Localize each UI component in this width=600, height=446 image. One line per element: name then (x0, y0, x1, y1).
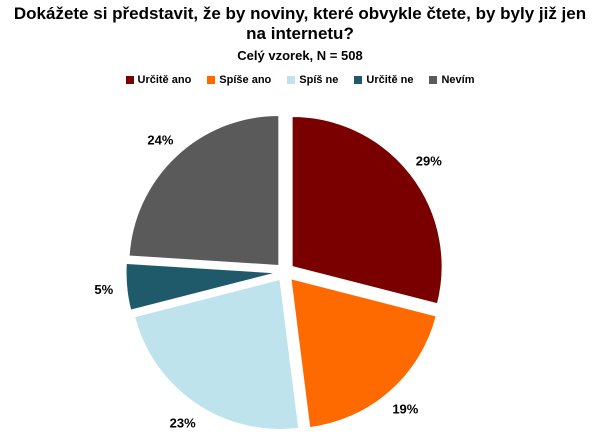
legend-item-nevim: Nevím (429, 74, 475, 86)
legend-label: Nevím (441, 74, 475, 86)
legend-swatch (125, 76, 134, 84)
legend-item-urcite-ano: Určitě ano (125, 74, 192, 86)
legend-item-spis-ne: Spíš ne (287, 74, 338, 86)
slice-value-label: 24% (147, 132, 173, 147)
legend-item-spise-ano: Spíše ano (207, 74, 271, 86)
pie-slice-2 (134, 278, 300, 430)
chart-legend: Určitě ano Spíše ano Spíš ne Určitě ne N… (0, 74, 600, 86)
legend-label: Spíš ne (299, 74, 339, 86)
slice-value-label: 29% (416, 153, 442, 168)
legend-swatch (354, 76, 363, 84)
pie-slice-4 (128, 114, 280, 266)
pie-slices (125, 114, 443, 430)
slice-value-label: 23% (170, 416, 196, 431)
legend-swatch (207, 76, 216, 84)
slice-value-label: 5% (94, 282, 113, 297)
legend-label: Spíše ano (219, 74, 272, 86)
pie-labels: 29% 19% 23% 5% 24% (94, 132, 442, 430)
slice-value-label: 19% (392, 402, 418, 417)
legend-swatch (429, 76, 438, 84)
legend-swatch (287, 76, 296, 84)
chart-title: Dokážete si představit, že by noviny, kt… (13, 4, 587, 43)
legend-item-urcite-ne: Určitě ne (354, 74, 413, 86)
pie-slice-3 (125, 262, 277, 311)
legend-label: Určitě ano (137, 74, 192, 86)
pie-slice-0 (291, 115, 443, 305)
legend-label: Určitě ne (366, 74, 414, 86)
chart-subtitle: Celý vzorek, N = 508 (237, 48, 363, 63)
pie-slice-1 (290, 278, 437, 429)
